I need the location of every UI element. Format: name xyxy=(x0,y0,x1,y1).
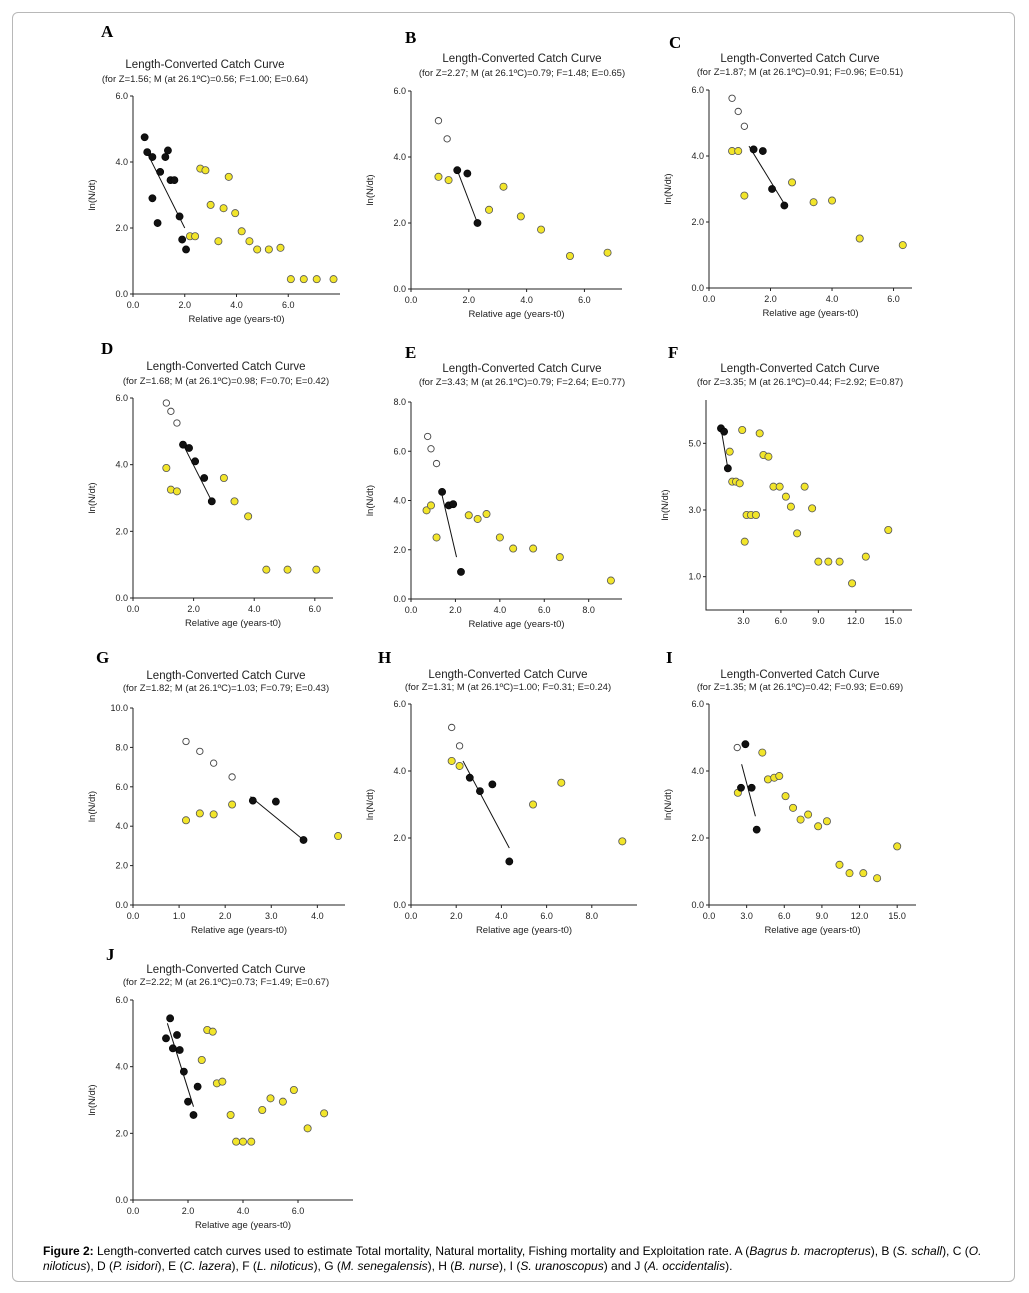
caption-species-name: A. occidentalis xyxy=(647,1259,726,1273)
caption-text: ), F ( xyxy=(231,1259,257,1273)
panel-letter-c: C xyxy=(669,33,682,52)
panel-letter-f: F xyxy=(668,343,679,362)
caption-species-name: B. nurse xyxy=(454,1259,499,1273)
caption-text: ), H ( xyxy=(427,1259,455,1273)
panel-letter-g: G xyxy=(96,648,110,667)
caption-species-name: L. niloticus xyxy=(256,1259,314,1273)
figure-frame xyxy=(12,12,1015,1282)
panel-letter-d: D xyxy=(101,339,114,358)
caption-text: ), D ( xyxy=(86,1259,114,1273)
caption-species-name: C. lazera xyxy=(183,1259,232,1273)
caption-text: ), C ( xyxy=(942,1244,969,1258)
caption-species-name: Bagrus b. macropterus xyxy=(749,1244,871,1258)
panel-letter-i: I xyxy=(666,648,673,667)
caption-text: ) and J ( xyxy=(603,1259,648,1273)
caption-text: ). xyxy=(725,1259,733,1273)
caption-text: Length-converted catch curves used to es… xyxy=(93,1244,750,1258)
caption-species-name: S. schall xyxy=(896,1244,943,1258)
caption-text: ), B ( xyxy=(870,1244,897,1258)
panel-letter-j: J xyxy=(106,945,115,964)
caption-text: ), E ( xyxy=(157,1259,184,1273)
caption-species-name: S. uranoscopus xyxy=(520,1259,604,1273)
panel-letter-h: H xyxy=(378,648,392,667)
panel-letter-a: A xyxy=(101,22,114,41)
panel-letter-b: B xyxy=(405,28,417,47)
caption-label: Figure 2: xyxy=(43,1244,94,1258)
caption-body: Length-converted catch curves used to es… xyxy=(43,1244,981,1273)
caption-text: ), G ( xyxy=(313,1259,341,1273)
caption-text: ), I ( xyxy=(498,1259,521,1273)
figure-caption: Figure 2: Length-converted catch curves … xyxy=(43,1244,993,1274)
caption-species-name: O. niloticus xyxy=(43,1244,982,1273)
panel-letter-e: E xyxy=(405,343,417,362)
caption-species-name: M. senegalensis xyxy=(340,1259,428,1273)
caption-species-name: P. isidori xyxy=(113,1259,158,1273)
